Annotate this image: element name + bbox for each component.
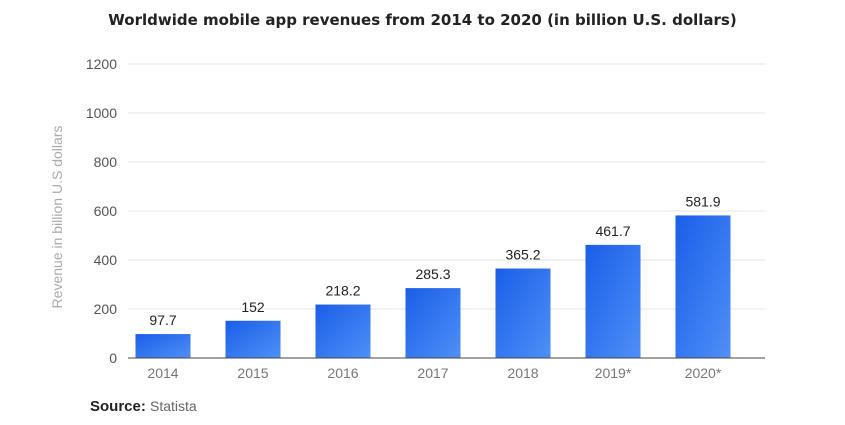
x-tick-label: 2018 <box>507 365 538 381</box>
bar-2014 <box>135 334 191 358</box>
data-label: 461.7 <box>595 223 630 239</box>
data-label: 285.3 <box>415 266 450 282</box>
x-tick-label: 2019* <box>595 365 632 381</box>
x-axis-ticks: 2014 2015 2016 2017 2018 2019* 2020* <box>147 365 721 381</box>
source-label: Source: <box>90 398 146 415</box>
x-tick-label: 2017 <box>417 365 448 381</box>
y-tick-label: 200 <box>94 301 118 317</box>
data-label: 365.2 <box>505 247 540 263</box>
bar-2020 <box>675 215 731 358</box>
bars <box>135 215 731 358</box>
y-tick-label: 1200 <box>86 56 117 72</box>
y-tick-label: 1000 <box>86 105 117 121</box>
bar-2019 <box>585 244 641 358</box>
y-tick-label: 800 <box>94 154 118 170</box>
data-label: 152 <box>241 299 265 315</box>
y-tick-label: 400 <box>94 252 118 268</box>
y-tick-label: 0 <box>109 350 117 366</box>
source-value: Statista <box>150 398 197 414</box>
chart-title: Worldwide mobile app revenues from 2014 … <box>108 11 737 29</box>
bar-2018 <box>495 268 551 358</box>
x-tick-label: 2020* <box>685 365 722 381</box>
x-tick-label: 2015 <box>237 365 268 381</box>
y-axis-ticks: 0 200 400 600 800 1000 1200 <box>86 56 117 366</box>
bar-2017 <box>405 288 461 358</box>
bar-2015 <box>225 320 281 358</box>
x-tick-label: 2014 <box>147 365 178 381</box>
y-tick-label: 600 <box>94 203 118 219</box>
bar-2016 <box>315 304 371 358</box>
data-label: 218.2 <box>325 283 360 299</box>
data-label: 581.9 <box>685 193 720 209</box>
source-note: Source: Statista <box>90 398 197 415</box>
data-labels: 97.7 152 218.2 285.3 365.2 461.7 581.9 <box>149 193 720 328</box>
y-axis-label: Revenue in billion U.S dollars <box>49 126 65 309</box>
data-label: 97.7 <box>149 312 176 328</box>
x-tick-label: 2016 <box>327 365 358 381</box>
